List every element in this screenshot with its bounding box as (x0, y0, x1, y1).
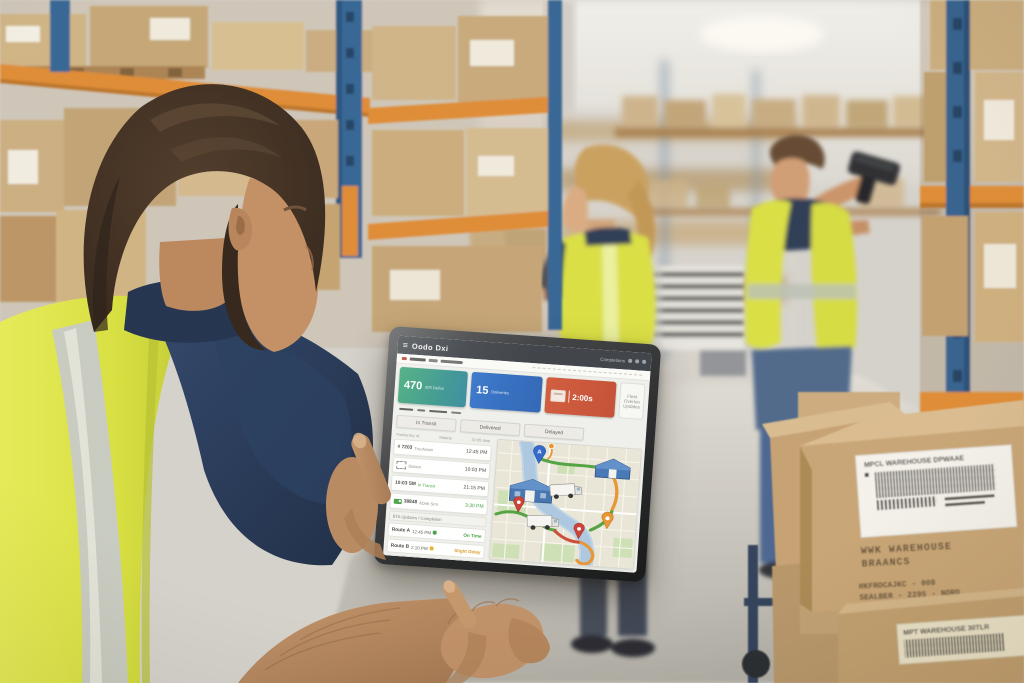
route-map[interactable]: A (488, 438, 643, 570)
holding-hand-thumb (326, 432, 391, 560)
ceiling-light (700, 16, 824, 52)
scanning-man-face (770, 158, 810, 203)
scanning-man-vest (745, 200, 791, 349)
tablet-screen: ≡ Oodo Dxi Completions 470 (383, 335, 652, 573)
svg-text:HKFROCAJKC - 008: HKFROCAJKC - 008 (859, 579, 936, 592)
svg-text:WWK WAREHOUSE: WWK WAREHOUSE (861, 542, 952, 558)
map-pin-orange[interactable] (601, 511, 614, 530)
eyebrow (283, 205, 307, 212)
barcode-scanner (847, 151, 901, 204)
shipping-label: MPCL WAREHOUSE DPWAAE (854, 444, 1018, 539)
woman-shoe (571, 635, 613, 653)
route-orange-loop (575, 540, 595, 566)
stencil-text: WWK WAREHOUSE BRAANCS HKFROCAJKC - 008 S… (859, 542, 961, 603)
pointing-hand (238, 580, 550, 683)
map-pin-red[interactable] (513, 496, 525, 513)
map-dot-orange (548, 443, 555, 450)
warehouse-building-icon (594, 458, 631, 480)
forearm (238, 598, 465, 683)
woman-hair (574, 144, 650, 224)
map-pin-a[interactable]: A (533, 445, 547, 464)
map-pin-red[interactable] (573, 522, 585, 540)
foreground-man-head (83, 84, 326, 352)
index-finger (443, 580, 477, 629)
cardboard-box-labelled: MPCL WAREHOUSE DPWAAE WWK WAREHOUSE BRAA… (800, 400, 1024, 612)
thumb (508, 618, 550, 664)
svg-text:BRAANCS: BRAANCS (861, 557, 911, 571)
woman-face (562, 186, 588, 233)
cardboard-box: MPT WAREHOUSE 30TLR (838, 588, 1024, 683)
delivery-truck-icon (526, 514, 560, 530)
woman-shoe (611, 639, 655, 657)
delivery-truck-icon (549, 483, 583, 499)
svg-text:A: A (537, 450, 543, 456)
rack-post (50, 0, 70, 72)
tablet-device: ≡ Oodo Dxi Completions 470 (373, 326, 662, 583)
foreground-man-neck (159, 238, 228, 311)
foreground-man-hair (83, 84, 326, 332)
route-red (553, 529, 581, 544)
